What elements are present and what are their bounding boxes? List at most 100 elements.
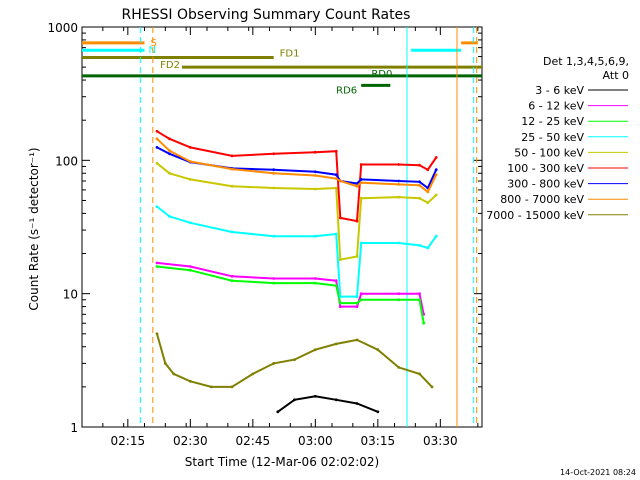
- data-point: [418, 180, 421, 184]
- y-axis-label: Count Rate (s⁻¹ detector⁻¹): [27, 147, 41, 310]
- x-tick-label: 03:15: [361, 434, 396, 448]
- data-point: [418, 196, 421, 200]
- data-point: [397, 195, 401, 199]
- data-point: [338, 258, 342, 261]
- data-point: [168, 152, 171, 156]
- data-point: [355, 301, 359, 305]
- data-point: [376, 348, 380, 352]
- flag-label: RD6: [336, 85, 357, 96]
- data-point: [434, 234, 438, 238]
- vertical-markers-layer: [139, 27, 478, 427]
- data-point: [230, 184, 234, 188]
- chart-title: RHESSI Observing Summary Count Rates: [122, 7, 411, 23]
- data-point: [230, 274, 234, 278]
- data-point: [434, 156, 438, 159]
- data-point: [155, 161, 159, 165]
- data-point: [434, 173, 438, 177]
- legend-entry-label: 7000 - 15000 keV: [486, 209, 584, 222]
- data-point: [155, 332, 159, 336]
- data-point: [355, 295, 359, 298]
- series-layer: [155, 129, 438, 414]
- data-point: [334, 284, 338, 287]
- data-point: [334, 149, 338, 153]
- y-tick-label: 100: [55, 154, 78, 168]
- data-point: [230, 230, 234, 234]
- data-point: [272, 362, 276, 365]
- data-point: [338, 179, 342, 183]
- data-point: [209, 385, 213, 389]
- series-line: [156, 205, 438, 298]
- footer-date: 14-Oct-2021 08:24: [560, 468, 636, 477]
- data-point: [355, 255, 359, 258]
- data-point: [359, 178, 363, 181]
- data-point: [272, 277, 276, 280]
- data-point: [397, 292, 401, 296]
- data-point: [230, 279, 234, 283]
- data-point: [272, 171, 276, 175]
- series-line: [277, 395, 379, 413]
- data-point: [313, 150, 317, 154]
- data-point: [355, 305, 359, 308]
- flag-label: FD1: [280, 49, 300, 60]
- data-point: [188, 146, 192, 149]
- data-point: [418, 163, 421, 167]
- data-point: [397, 163, 401, 166]
- legend-entry-label: 300 - 800 keV: [507, 178, 584, 191]
- data-point: [168, 137, 171, 141]
- data-point: [334, 232, 338, 236]
- data-point: [272, 168, 276, 172]
- data-point: [188, 160, 192, 163]
- data-point: [155, 129, 159, 133]
- data-point: [313, 234, 317, 238]
- x-tick-label: 02:30: [173, 434, 208, 448]
- series-line: [156, 265, 425, 324]
- data-point: [355, 338, 359, 342]
- legend-header: Det 1,3,4,5,6,9,: [543, 55, 629, 68]
- data-point: [293, 398, 296, 402]
- data-point: [334, 398, 338, 402]
- data-point: [397, 179, 401, 183]
- legend-entry-label: 25 - 50 keV: [521, 131, 584, 144]
- data-point: [168, 149, 171, 153]
- data-point: [188, 268, 192, 272]
- data-point: [359, 163, 363, 166]
- legend-entry-label: 6 - 12 keV: [528, 100, 584, 113]
- data-point: [155, 137, 159, 141]
- data-point: [397, 241, 401, 245]
- data-point: [334, 342, 338, 346]
- legend: Det 1,3,4,5,6,9,Att 0 3 - 6 keV 6 - 12 keV…: [486, 55, 629, 222]
- axes-layer: 1 10 100 1000 02:15 02:30 02:45 03:00 03:15 03:30: [47, 21, 482, 448]
- data-point: [251, 372, 255, 376]
- data-point: [397, 183, 401, 186]
- data-point: [313, 277, 317, 280]
- y-tick-label: 1000: [47, 21, 78, 35]
- data-point: [313, 281, 317, 285]
- data-point: [359, 298, 363, 302]
- data-point: [313, 187, 317, 191]
- plot-area: [81, 26, 483, 428]
- data-point: [155, 205, 159, 209]
- data-point: [334, 177, 338, 181]
- data-point: [418, 244, 421, 247]
- data-point: [426, 246, 430, 250]
- legend-entry-label: 12 - 25 keV: [521, 115, 584, 128]
- data-point: [338, 216, 342, 220]
- data-point: [434, 193, 438, 197]
- data-point: [188, 178, 192, 181]
- data-point: [359, 196, 363, 200]
- flag-label: S: [151, 38, 157, 49]
- x-tick-label: 02:45: [236, 434, 271, 448]
- legend-entry-label: 800 - 7000 keV: [500, 193, 584, 206]
- data-point: [188, 265, 192, 268]
- series-line: [156, 261, 425, 315]
- flag-label: FD2: [160, 60, 180, 71]
- flag-label: N: [149, 45, 156, 56]
- data-point: [355, 219, 359, 223]
- data-point: [418, 183, 421, 187]
- data-point: [155, 265, 159, 268]
- data-point: [334, 186, 338, 190]
- x-tick-label: 03:30: [423, 434, 458, 448]
- legend-header: Att 0: [603, 69, 629, 82]
- x-tick-label: 02:15: [111, 434, 146, 448]
